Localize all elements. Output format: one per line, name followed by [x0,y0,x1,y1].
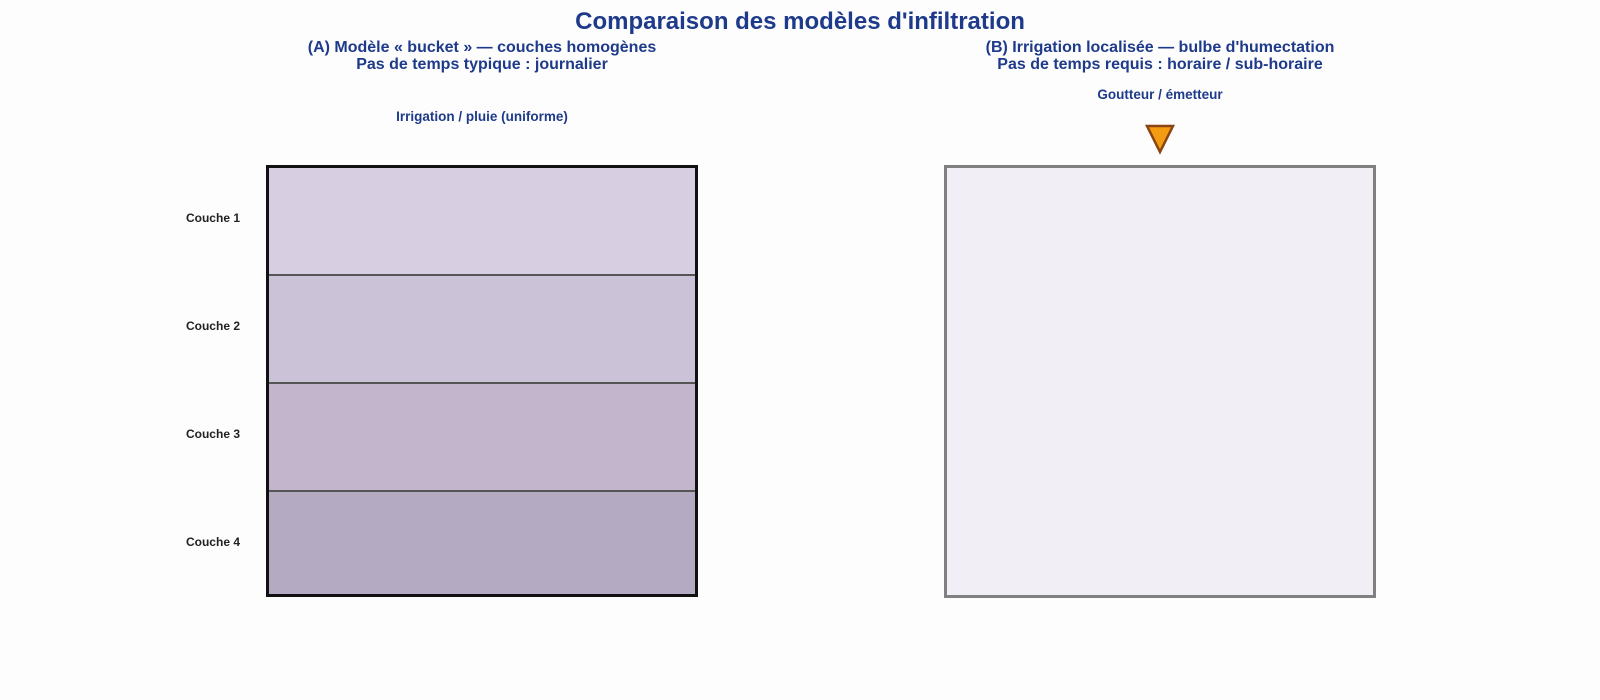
layer-label-3: Couche 3 [185,427,240,441]
emitter-icon [1145,124,1175,155]
emitter-caption: Goutteur / émetteur [1097,87,1223,102]
soil-layer-1 [269,168,695,276]
soil-layer-2 [269,276,695,384]
panel-b-title: (B) Irrigation localisée — bulbe d'humec… [860,39,1460,73]
panel-b-title-line1: (B) Irrigation localisée — bulbe d'humec… [985,39,1335,56]
localized-soil-box [944,165,1376,598]
bucket-soil-column [266,165,698,597]
soil-layer-3 [269,384,695,492]
panel-a-title: (A) Modèle « bucket » — couches homogène… [182,39,782,73]
figure-title: Comparaison des modèles d'infiltration [575,8,1025,35]
panel-a-title-line1: (A) Modèle « bucket » — couches homogène… [307,39,657,56]
layer-label-2: Couche 2 [185,319,240,333]
layer-label-4: Couche 4 [185,535,240,549]
panel-a-title-line2: Pas de temps typique : journalier [356,56,608,73]
panel-b-title-line2: Pas de temps requis : horaire / sub-hora… [997,56,1323,73]
soil-layer-4 [269,492,695,594]
uniform-input-caption: Irrigation / pluie (uniforme) [396,109,568,124]
layer-label-1: Couche 1 [185,211,240,225]
